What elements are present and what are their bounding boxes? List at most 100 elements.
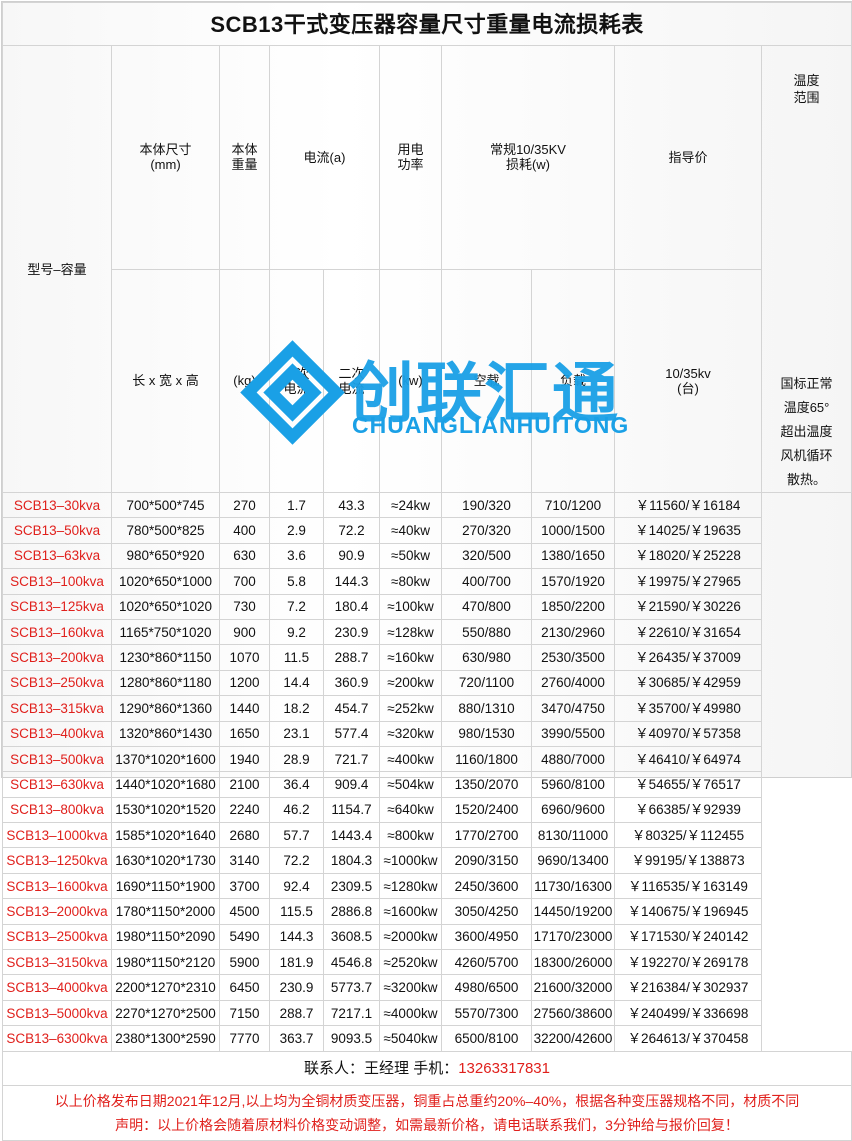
cell-loss-noload: 6500/8100 [441,1025,532,1052]
cell-current-secondary: 1154.7 [323,796,380,824]
cell-weight: 2240 [219,796,270,824]
cell-current-primary: 115.5 [269,898,324,925]
table-row: SCB13–50kva 780*500*825 400 2.9 72.2 ≈40kw 270… [2,517,852,544]
cell-size: 1980*1150*2090 [111,923,220,951]
table-row: SCB13–6300kva 2380*1300*2590 7770 363.7 9093… [2,1025,852,1052]
cell-power: ≈2520kw [379,949,442,976]
cell-loss-noload: 2090/3150 [441,847,532,874]
cell-model: SCB13–100kva [2,568,112,595]
cell-current-secondary: 721.7 [323,745,380,773]
cell-current-primary: 14.4 [269,669,324,697]
cell-price: ￥14025/￥19635 [614,517,762,544]
cell-size: 700*500*745 [111,491,220,519]
cell-loss-noload: 550/880 [441,618,532,646]
cell-price: ￥216384/￥302937 [614,974,762,1001]
cell-weight: 2680 [219,822,270,849]
cell-price: ￥116535/￥163149 [614,872,762,900]
header-loss: 常规10/35KV 损耗(w) [441,45,615,270]
cell-model: SCB13–2500kva [2,923,112,951]
cell-loss-noload: 1520/2400 [441,796,532,824]
cell-price: ￥40970/￥57358 [614,720,762,747]
temperature-column: 温度 范围 国标正常 温度65° 超出温度 风机循环 散热。 [760,45,852,493]
cell-current-secondary: 909.4 [323,771,380,798]
cell-loss-load: 8130/11000 [531,822,615,849]
cell-weight: 1070 [219,644,270,671]
cell-size: 1165*750*1020 [111,618,220,646]
cell-loss-noload: 5570/7300 [441,999,532,1027]
cell-model: SCB13–3150kva [2,949,112,976]
cell-current-secondary: 5773.7 [323,974,380,1001]
cell-current-primary: 2.9 [269,517,324,544]
cell-model: SCB13–1250kva [2,847,112,874]
cell-size: 1020*650*1000 [111,568,220,595]
cell-size: 1020*650*1020 [111,593,220,620]
cell-loss-load: 2760/4000 [531,669,615,697]
cell-price: ￥21590/￥30226 [614,593,762,620]
cell-weight: 900 [219,618,270,646]
cell-loss-load: 5960/8100 [531,771,615,798]
cell-loss-noload: 400/700 [441,568,532,595]
cell-model: SCB13–125kva [2,593,112,620]
cell-model: SCB13–160kva [2,618,112,646]
cell-power: ≈100kw [379,593,442,620]
header-weight: 本体 重量 [219,45,270,270]
cell-loss-load: 6960/9600 [531,796,615,824]
cell-current-secondary: 43.3 [323,491,380,519]
cell-price: ￥18020/￥25228 [614,542,762,570]
cell-current-primary: 72.2 [269,847,324,874]
cell-price: ￥19975/￥27965 [614,568,762,595]
cell-size: 1230*860*1150 [111,644,220,671]
header-size-sub: 长 x 宽 x 高 [111,268,220,493]
table-row: SCB13–800kva 1530*1020*1520 2240 46.2 1154.7… [2,796,852,824]
cell-size: 1980*1150*2120 [111,949,220,976]
cell-model: SCB13–50kva [2,517,112,544]
cell-loss-noload: 3050/4250 [441,898,532,925]
temperature-note: 国标正常 温度65° 超出温度 风机循环 散热。 [780,376,833,487]
cell-weight: 1650 [219,720,270,747]
cell-price: ￥240499/￥336698 [614,999,762,1027]
cell-loss-load: 21600/32000 [531,974,615,1001]
cell-loss-load: 32200/42600 [531,1025,615,1052]
cell-weight: 630 [219,542,270,570]
cell-current-secondary: 72.2 [323,517,380,544]
cell-loss-load: 710/1200 [531,491,615,519]
cell-weight: 7150 [219,999,270,1027]
header-price-sub: 10/35kv (台) [614,268,762,493]
cell-model: SCB13–1000kva [2,822,112,849]
table-row: SCB13–4000kva 2200*1270*2310 6450 230.9 5773… [2,974,852,1001]
table-row: SCB13–100kva 1020*650*1000 700 5.8 144.3 ≈80k… [2,568,852,595]
cell-model: SCB13–30kva [2,491,112,519]
cell-size: 1370*1020*1600 [111,745,220,773]
cell-loss-load: 1850/2200 [531,593,615,620]
cell-current-secondary: 4546.8 [323,949,380,976]
cell-weight: 1940 [219,745,270,773]
cell-power: ≈2000kw [379,923,442,951]
table-row: SCB13–1600kva 1690*1150*1900 3700 92.4 2309.… [2,872,852,900]
cell-price: ￥80325/￥112455 [614,822,762,849]
cell-weight: 270 [219,491,270,519]
cell-model: SCB13–800kva [2,796,112,824]
cell-current-secondary: 9093.5 [323,1025,380,1052]
cell-size: 1585*1020*1640 [111,822,220,849]
cell-power: ≈160kw [379,644,442,671]
cell-current-primary: 7.2 [269,593,324,620]
cell-power: ≈200kw [379,669,442,697]
cell-size: 1440*1020*1680 [111,771,220,798]
table-row: SCB13–500kva 1370*1020*1600 1940 28.9 721.7 ≈… [2,745,852,773]
table-row: SCB13–2000kva 1780*1150*2000 4500 115.5 2886… [2,898,852,925]
cell-size: 1630*1020*1730 [111,847,220,874]
cell-current-secondary: 180.4 [323,593,380,620]
cell-weight: 1200 [219,669,270,697]
cell-size: 2380*1300*2590 [111,1025,220,1052]
cell-power: ≈800kw [379,822,442,849]
cell-power: ≈128kw [379,618,442,646]
cell-loss-load: 4880/7000 [531,745,615,773]
cell-current-secondary: 454.7 [323,695,380,722]
cell-loss-load: 14450/19200 [531,898,615,925]
cell-power: ≈1000kw [379,847,442,874]
table-row: SCB13–125kva 1020*650*1020 730 7.2 180.4 ≈100… [2,593,852,620]
cell-current-secondary: 360.9 [323,669,380,697]
cell-current-secondary: 3608.5 [323,923,380,951]
table-row: SCB13–160kva 1165*750*1020 900 9.2 230.9 ≈128… [2,618,852,646]
